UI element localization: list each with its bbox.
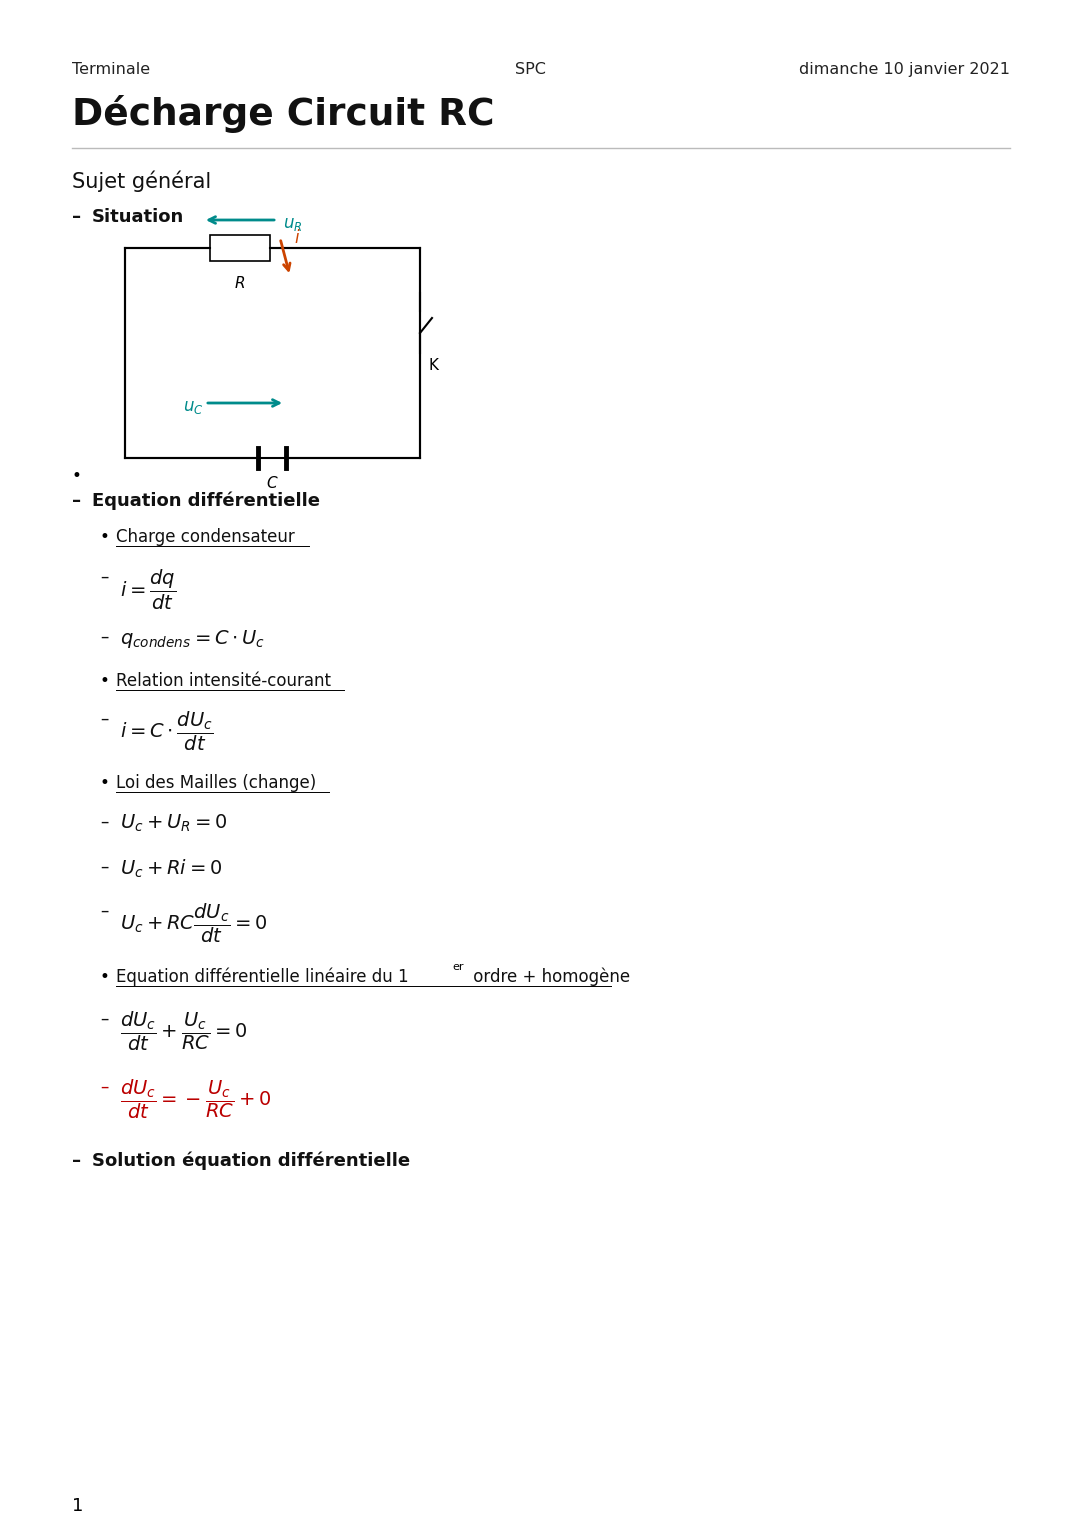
Text: –: –	[72, 492, 81, 510]
Text: dimanche 10 janvier 2021: dimanche 10 janvier 2021	[799, 63, 1010, 76]
Text: –: –	[72, 208, 81, 226]
Text: •: •	[100, 968, 110, 986]
Text: $\dfrac{dU_c}{dt} + \dfrac{U_c}{RC} = 0$: $\dfrac{dU_c}{dt} + \dfrac{U_c}{RC} = 0$	[120, 1009, 247, 1054]
Text: ordre + homogène: ordre + homogène	[468, 968, 630, 986]
Text: •: •	[100, 672, 110, 690]
Text: Equation différentielle linéaire du 1: Equation différentielle linéaire du 1	[116, 968, 408, 986]
Text: $\dfrac{dU_c}{dt} = -\dfrac{U_c}{RC} + 0$: $\dfrac{dU_c}{dt} = -\dfrac{U_c}{RC} + 0…	[120, 1078, 271, 1121]
Text: •: •	[72, 467, 82, 486]
Text: $i = C \cdot \dfrac{dU_c}{dt}$: $i = C \cdot \dfrac{dU_c}{dt}$	[120, 710, 214, 753]
Text: •: •	[100, 528, 110, 547]
Text: $i = \dfrac{dq}{dt}$: $i = \dfrac{dq}{dt}$	[120, 568, 176, 612]
Text: •: •	[100, 774, 110, 793]
Text: Equation différentielle: Equation différentielle	[92, 492, 320, 510]
Text: $u_C$: $u_C$	[183, 399, 204, 415]
Text: $U_c + U_R = 0$: $U_c + U_R = 0$	[120, 812, 228, 834]
Text: K: K	[428, 357, 438, 373]
Text: $U_c + Ri = 0$: $U_c + Ri = 0$	[120, 858, 222, 880]
Text: $u_R$: $u_R$	[283, 215, 302, 234]
Text: –: –	[72, 1151, 81, 1170]
Text: Solution équation différentielle: Solution équation différentielle	[92, 1151, 410, 1171]
Text: 1: 1	[72, 1496, 83, 1515]
Text: –: –	[100, 902, 108, 919]
Text: $i$: $i$	[294, 229, 300, 247]
Text: $U_c + RC\dfrac{dU_c}{dt} = 0$: $U_c + RC\dfrac{dU_c}{dt} = 0$	[120, 902, 268, 945]
Text: Loi des Mailles (change): Loi des Mailles (change)	[116, 774, 316, 793]
Text: –: –	[100, 1078, 108, 1096]
Text: C: C	[267, 476, 278, 492]
Bar	[210, 235, 270, 261]
Text: –: –	[100, 858, 108, 876]
Text: er: er	[453, 962, 463, 973]
Text: –: –	[100, 628, 108, 646]
Text: –: –	[100, 812, 108, 831]
Text: Sujet général: Sujet général	[72, 169, 212, 191]
Text: –: –	[100, 710, 108, 728]
Text: –: –	[100, 1009, 108, 1028]
Text: $q_{condens} = C \cdot U_c$: $q_{condens} = C \cdot U_c$	[120, 628, 266, 651]
Text: SPC: SPC	[514, 63, 545, 76]
Text: Charge condensateur: Charge condensateur	[116, 528, 295, 547]
Text: Décharge Circuit RC: Décharge Circuit RC	[72, 95, 495, 133]
Text: –: –	[100, 568, 108, 586]
Text: Relation intensité-courant: Relation intensité-courant	[116, 672, 330, 690]
Text: R: R	[234, 276, 245, 292]
Text: Situation: Situation	[92, 208, 185, 226]
Text: Terminale: Terminale	[72, 63, 150, 76]
